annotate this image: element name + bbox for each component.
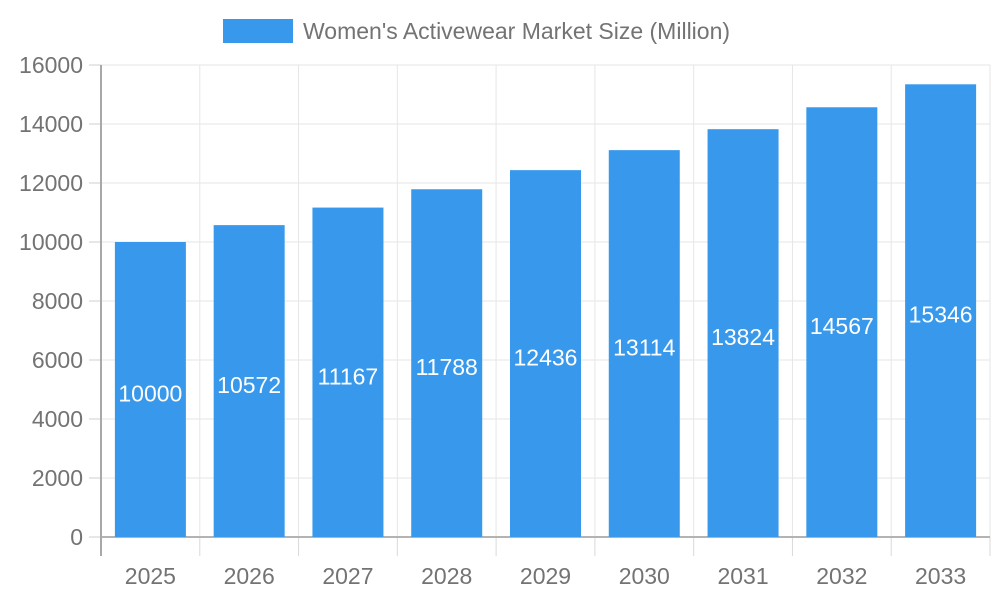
y-axis-label: 12000 <box>19 170 83 196</box>
y-axis-label: 2000 <box>32 465 83 491</box>
bar-2025[interactable] <box>114 242 186 537</box>
bar-value-label: 10572 <box>217 372 281 398</box>
bar-2030[interactable] <box>608 150 680 537</box>
x-axis-label: 2027 <box>322 563 373 589</box>
bar-value-label: 13824 <box>711 324 775 350</box>
bar-2032[interactable] <box>806 107 878 537</box>
bar-2027[interactable] <box>312 207 384 538</box>
bar-value-label: 11788 <box>416 354 478 380</box>
x-axis-label: 2032 <box>816 563 867 589</box>
y-axis-label: 6000 <box>32 347 83 373</box>
x-axis-label: 2031 <box>717 563 768 589</box>
legend-swatch[interactable] <box>223 19 293 43</box>
bar-value-label: 10000 <box>118 381 182 407</box>
y-axis-label: 16000 <box>19 52 83 78</box>
x-axis-label: 2030 <box>619 563 670 589</box>
y-axis-label: 14000 <box>19 111 83 137</box>
bar-value-label: 13114 <box>613 335 675 361</box>
x-axis-label: 2028 <box>421 563 472 589</box>
x-axis-label: 2025 <box>125 563 176 589</box>
bar-2029[interactable] <box>510 170 581 537</box>
x-axis-label: 2029 <box>520 563 571 589</box>
bar-value-label: 14567 <box>810 313 874 339</box>
bar-value-label: 11167 <box>318 363 379 389</box>
bar-2028[interactable] <box>411 189 483 537</box>
bar-2031[interactable] <box>707 129 779 537</box>
y-axis-label: 0 <box>70 524 83 550</box>
y-axis-label: 4000 <box>32 406 83 432</box>
x-axis-label: 2033 <box>915 563 966 589</box>
bar-value-label: 12436 <box>514 345 578 371</box>
x-axis-label: 2026 <box>224 563 275 589</box>
bar-2026[interactable] <box>213 225 285 537</box>
plot-area: 0 2000 4000 6000 8000 10000 12000 14000 16000 100… <box>19 52 991 589</box>
y-axis-label: 10000 <box>19 229 83 255</box>
chart-legend[interactable]: Women's Activewear Market Size (Million) <box>223 18 730 44</box>
bar-2033[interactable] <box>905 84 977 537</box>
y-axis-label: 8000 <box>32 288 83 314</box>
legend-label: Women's Activewear Market Size (Million) <box>303 18 730 44</box>
bar-value-label: 15346 <box>909 302 973 328</box>
